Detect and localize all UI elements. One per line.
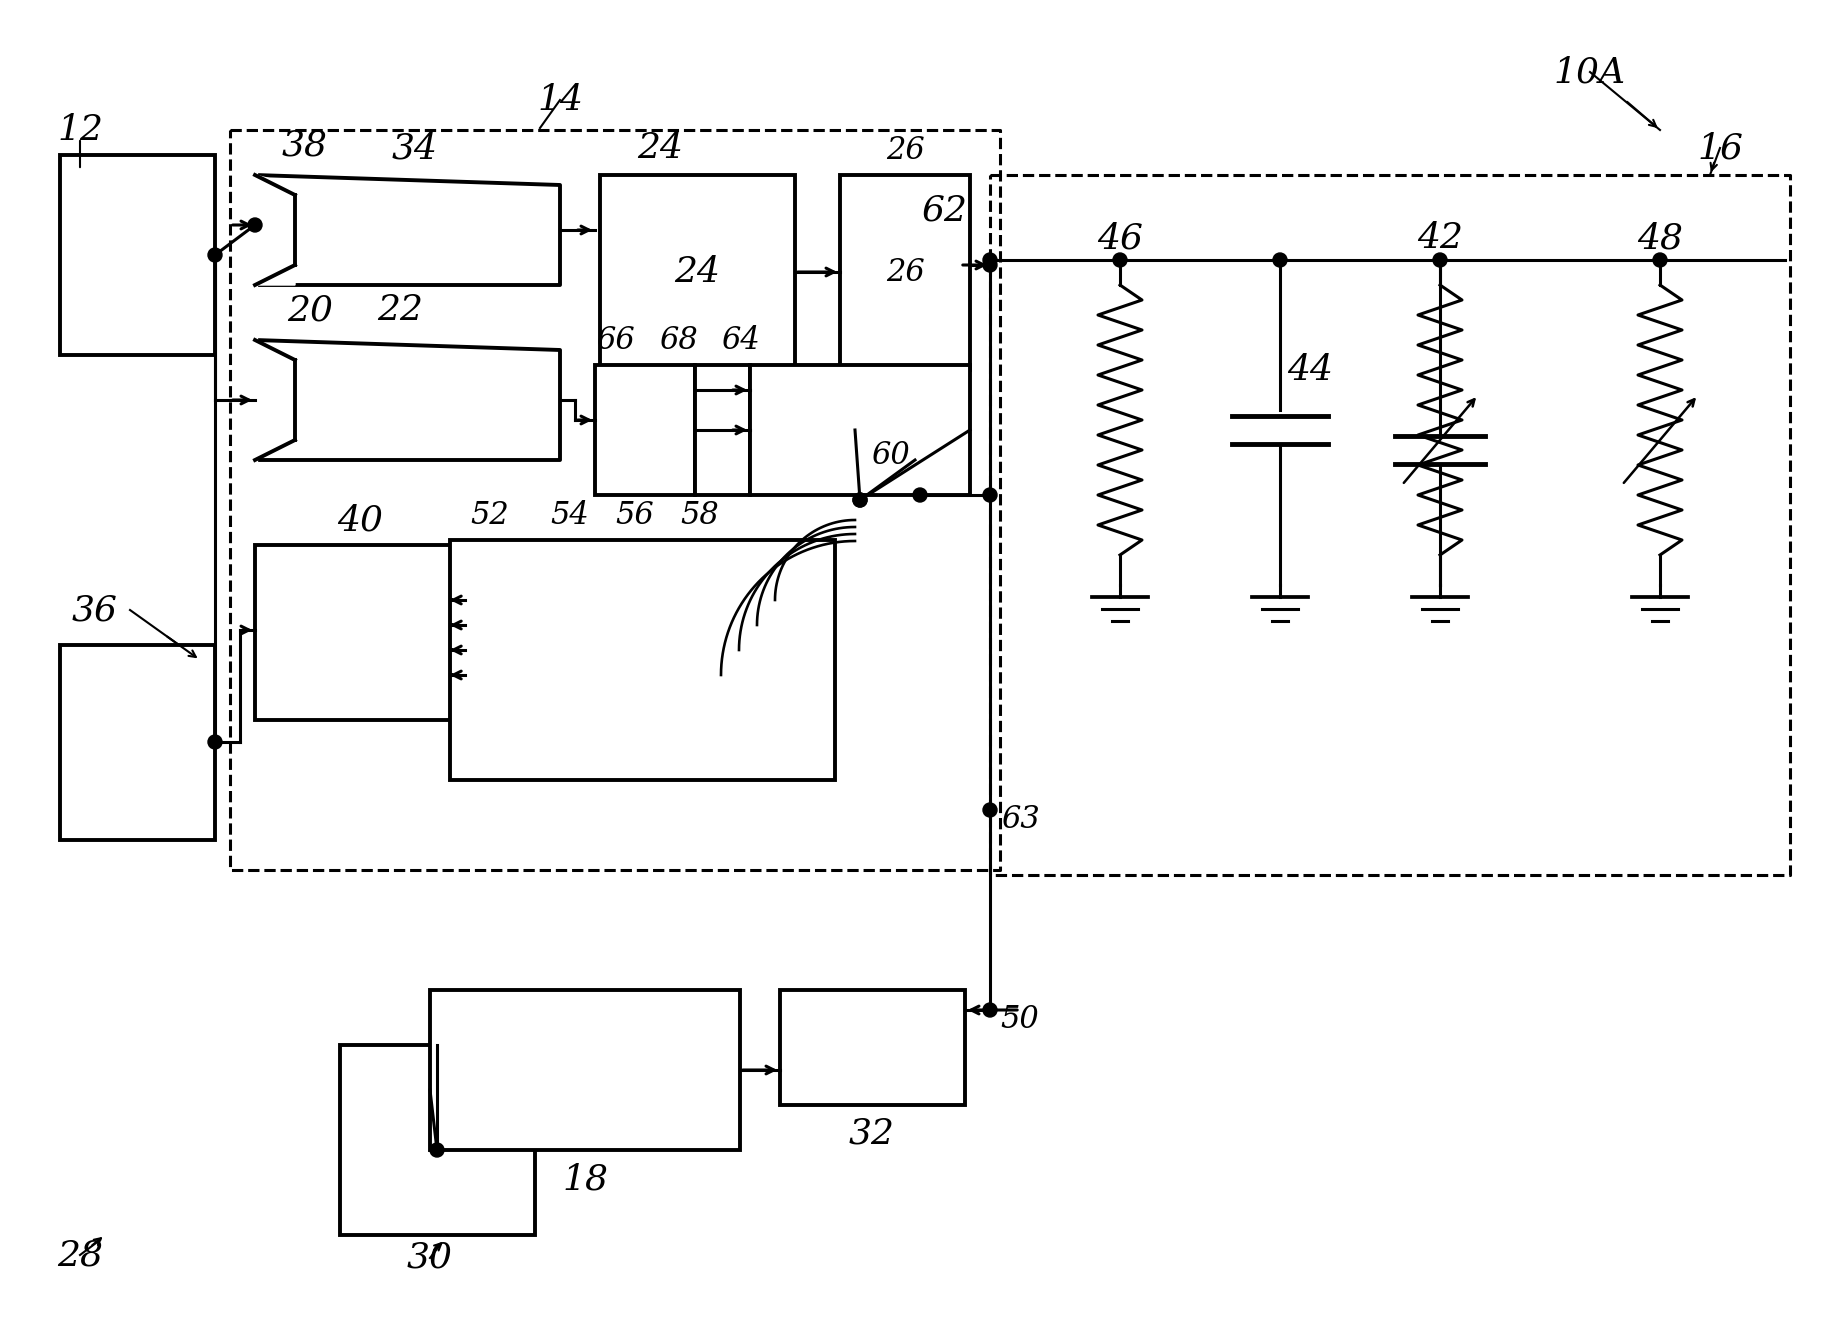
Circle shape [852, 493, 867, 507]
Text: 50: 50 [1000, 1004, 1039, 1036]
Bar [695, 364, 750, 495]
Bar [779, 990, 966, 1105]
Circle shape [982, 258, 997, 273]
Text: 68: 68 [658, 325, 697, 355]
Text: 34: 34 [391, 130, 437, 165]
Text: 24: 24 [636, 130, 682, 165]
Circle shape [982, 803, 997, 817]
Text: 26: 26 [885, 257, 924, 287]
Circle shape [982, 488, 997, 501]
Text: 16: 16 [1697, 130, 1743, 165]
Bar [254, 545, 465, 720]
Text: 10A: 10A [1555, 55, 1626, 89]
Text: 62: 62 [922, 193, 968, 227]
Text: 40: 40 [337, 503, 382, 537]
Text: 26: 26 [885, 134, 924, 165]
Text: 46: 46 [1097, 221, 1143, 255]
Circle shape [982, 1003, 997, 1017]
Circle shape [1653, 253, 1666, 267]
Text: 30: 30 [408, 1241, 454, 1275]
Text: 54: 54 [551, 500, 589, 531]
Text: 18: 18 [562, 1162, 607, 1197]
Text: 58: 58 [680, 500, 719, 531]
Text: 12: 12 [57, 113, 102, 148]
Bar [340, 1045, 536, 1236]
Text: 60: 60 [871, 439, 909, 471]
Bar [60, 156, 216, 355]
Text: 14: 14 [538, 82, 583, 117]
Text: 56: 56 [616, 500, 655, 531]
Text: 36: 36 [71, 593, 119, 626]
Text: 64: 64 [721, 325, 759, 355]
Text: 48: 48 [1637, 221, 1683, 255]
Circle shape [913, 488, 927, 501]
Circle shape [1273, 253, 1288, 267]
Text: 28: 28 [57, 1238, 102, 1271]
Polygon shape [254, 340, 560, 460]
Circle shape [249, 218, 262, 231]
Text: 38: 38 [282, 128, 327, 162]
Circle shape [1114, 253, 1127, 267]
Polygon shape [254, 176, 560, 285]
Text: 63: 63 [1000, 805, 1039, 835]
Bar [594, 364, 695, 495]
Text: 44: 44 [1288, 352, 1333, 387]
Text: 32: 32 [849, 1116, 894, 1150]
Text: 42: 42 [1417, 221, 1463, 255]
Text: 24: 24 [675, 255, 721, 289]
Bar [840, 176, 969, 370]
Bar [1396, 390, 1485, 489]
Bar [450, 540, 836, 779]
Bar [600, 176, 796, 370]
Circle shape [209, 735, 221, 749]
Bar [60, 645, 216, 841]
Circle shape [430, 1142, 444, 1157]
Polygon shape [254, 176, 294, 285]
Bar [750, 364, 969, 495]
Text: 20: 20 [287, 293, 333, 327]
Text: 52: 52 [470, 500, 508, 531]
Circle shape [852, 493, 867, 507]
Circle shape [1432, 253, 1447, 267]
Circle shape [982, 253, 997, 267]
Text: 66: 66 [596, 325, 635, 355]
Bar [430, 990, 741, 1150]
Text: 22: 22 [377, 293, 422, 327]
Circle shape [209, 247, 221, 262]
